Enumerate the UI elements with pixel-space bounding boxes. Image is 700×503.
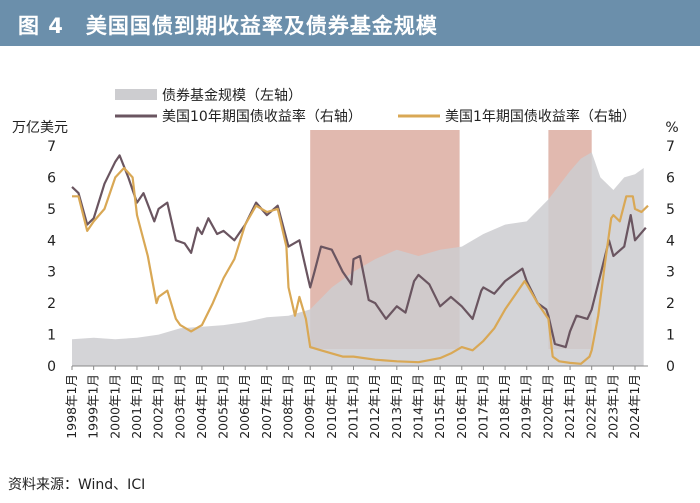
- x-tick-label: 2008年1月: [281, 374, 296, 439]
- right-tick-label: 6: [666, 170, 675, 186]
- x-tick-label: 2010年1月: [324, 374, 339, 439]
- left-tick-label: 2: [47, 296, 56, 312]
- right-tick-label: 4: [666, 233, 675, 249]
- right-tick-label: 2: [666, 296, 675, 312]
- x-tick-label: 2004年1月: [194, 374, 209, 439]
- x-tick-label: 2005年1月: [216, 374, 231, 439]
- left-tick-label: 5: [47, 202, 56, 218]
- x-tick-label: 2019年1月: [519, 374, 534, 439]
- left-tick-label: 4: [47, 233, 56, 249]
- x-tick-label: 2024年1月: [627, 374, 642, 439]
- right-tick-label: 0: [666, 359, 675, 375]
- left-tick-label: 1: [47, 328, 56, 344]
- x-tick-label: 2016年1月: [454, 374, 469, 439]
- series-line-ten-year: [71, 154, 647, 349]
- left-axis-label: 万亿美元: [12, 120, 68, 136]
- left-tick-label: 0: [47, 359, 56, 375]
- figure-title-bar: 图 4 美国国债到期收益率及债券基金规模: [0, 0, 700, 46]
- x-tick-label: 2006年1月: [237, 374, 252, 439]
- x-tick-label: 2007年1月: [259, 374, 274, 439]
- right-tick-label: 1: [666, 328, 675, 344]
- x-tick-label: 2002年1月: [151, 374, 166, 439]
- x-tick-label: 2011年1月: [346, 374, 361, 439]
- chart-frame: 债券基金规模（左轴） 美国10年期国债收益率（右轴） 美国1年期国债收益率（右轴…: [0, 46, 700, 466]
- x-tick-label: 2001年1月: [129, 374, 144, 439]
- left-tick-label: 3: [47, 265, 56, 281]
- legend-label-ten-year: 美国10年期国债收益率（右轴）: [162, 108, 362, 125]
- x-tick-label: 1998年1月: [64, 374, 79, 439]
- x-tick-label: 2012年1月: [367, 374, 382, 439]
- right-tick-label: 7: [666, 139, 675, 155]
- right-tick-label: 5: [666, 202, 675, 218]
- legend-swatch-fund: [115, 89, 157, 100]
- x-tick-label: 2021年1月: [562, 374, 577, 439]
- x-tick-label: 2009年1月: [302, 374, 317, 439]
- right-axis-label: %: [665, 120, 678, 136]
- left-tick-label: 6: [47, 170, 56, 186]
- left-tick-label: 7: [47, 139, 56, 155]
- x-tick-label: 2015年1月: [432, 374, 447, 439]
- x-tick-label: 2018年1月: [497, 374, 512, 439]
- series-area-fund-size: [72, 152, 644, 366]
- x-tick-label: 2022年1月: [584, 374, 599, 439]
- series-line-one-year: [72, 166, 649, 365]
- x-tick-label: 2014年1月: [410, 374, 425, 439]
- x-tick-label: 2013年1月: [389, 374, 404, 439]
- legend-label-one-year: 美国1年期国债收益率（右轴）: [445, 108, 636, 125]
- source-note: 资料来源：Wind、ICI: [8, 477, 146, 493]
- x-tick-label: 2003年1月: [172, 374, 187, 439]
- chart: 债券基金规模（左轴） 美国10年期国债收益率（右轴） 美国1年期国债收益率（右轴…: [12, 87, 679, 439]
- x-tick-label: 2000年1月: [107, 374, 122, 439]
- x-tick-label: 2023年1月: [605, 374, 620, 439]
- x-tick-label: 2017年1月: [475, 374, 490, 439]
- legend-label-fund: 债券基金规模（左轴）: [162, 87, 302, 104]
- x-tick-label: 1999年1月: [86, 374, 101, 439]
- x-tick-label: 2020年1月: [540, 374, 555, 439]
- figure-title: 图 4 美国国债到期收益率及债券基金规模: [18, 14, 438, 38]
- right-tick-label: 3: [666, 265, 675, 281]
